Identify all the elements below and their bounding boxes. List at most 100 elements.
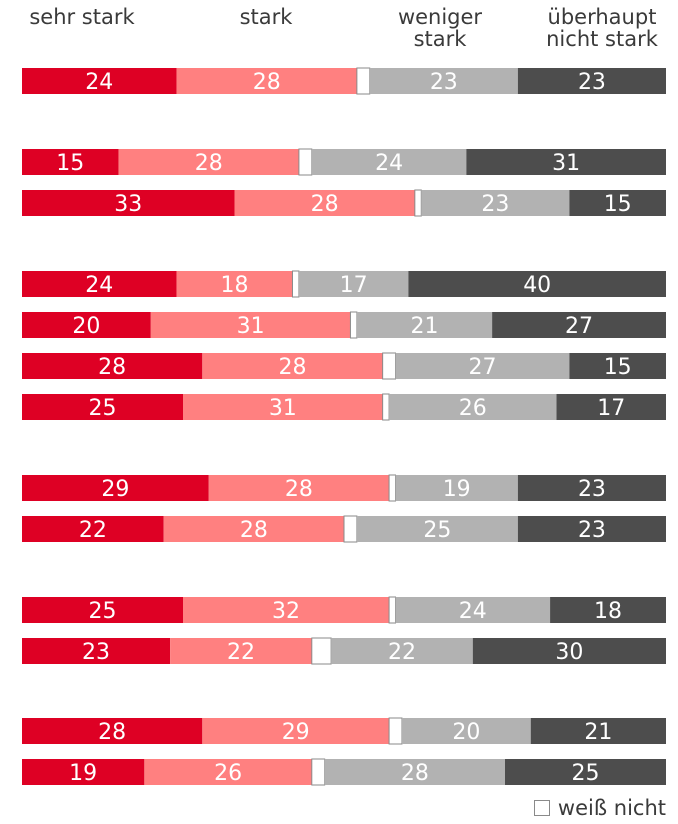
- header-line1: weniger: [397, 5, 483, 29]
- bar-segment: [530, 718, 666, 744]
- bar-segment: [311, 637, 332, 665]
- bar-segment: [298, 148, 313, 176]
- bar-segment: [395, 353, 570, 379]
- data-label: 28: [98, 355, 126, 380]
- bar-segment: [331, 638, 473, 664]
- data-label: 32: [272, 599, 300, 624]
- bar-segment: [388, 596, 397, 624]
- header-line2: sehr stark: [29, 5, 135, 29]
- bar-segment: [22, 190, 235, 216]
- bar-segment: [408, 271, 666, 297]
- data-label: 24: [85, 273, 113, 298]
- bar-segment: [208, 475, 390, 501]
- bar-segment: [22, 394, 183, 420]
- data-label: 15: [604, 355, 632, 380]
- data-label: 23: [430, 70, 458, 95]
- bar-segment: [395, 597, 551, 623]
- bar-segment: [22, 68, 177, 94]
- bar-segment: [550, 597, 666, 623]
- bar-segment: [22, 149, 119, 175]
- data-label: 19: [443, 477, 471, 502]
- data-label: 28: [98, 720, 126, 745]
- data-label: 28: [278, 355, 306, 380]
- bar-segment: [369, 68, 518, 94]
- bar-segment: [492, 312, 666, 338]
- data-label: 29: [101, 477, 129, 502]
- bar-segment: [22, 597, 183, 623]
- bar-segment: [414, 189, 422, 217]
- bar-row: 24 18 17 40: [22, 270, 666, 298]
- bar-segment: [324, 759, 505, 785]
- bar-segment: [388, 717, 403, 745]
- bar-row: 20 31 21 27: [22, 311, 666, 339]
- data-label: 23: [578, 70, 606, 95]
- bar-row: 28 28 27 15: [22, 352, 666, 380]
- bar-segment: [401, 718, 531, 744]
- bar-segment: [569, 190, 666, 216]
- bar-segment: [517, 68, 666, 94]
- data-label: 31: [552, 151, 580, 176]
- data-label: 31: [237, 314, 265, 339]
- data-label: 21: [411, 314, 439, 339]
- bar-segment: [382, 352, 397, 380]
- bar-row: 19 26 28 25: [22, 758, 666, 786]
- bar-segment: [505, 759, 666, 785]
- bar-segment: [202, 353, 383, 379]
- header-line2: stark: [239, 5, 293, 29]
- data-label: 31: [269, 396, 297, 421]
- bar-segment: [234, 190, 415, 216]
- bar-segment: [170, 638, 312, 664]
- legend-swatch-weiss-nicht: [533, 800, 550, 816]
- bar-segment: [356, 67, 371, 95]
- bar-segment: [382, 393, 390, 421]
- data-label: 28: [311, 192, 339, 217]
- data-label: 20: [72, 314, 100, 339]
- data-label: 25: [89, 599, 117, 624]
- bar-segment: [183, 597, 390, 623]
- data-label: 25: [423, 518, 451, 543]
- bar-row: 22 28 25 23: [22, 515, 666, 543]
- header-line1: überhaupt: [547, 5, 657, 29]
- data-label: 17: [597, 396, 625, 421]
- bar-segment: [517, 516, 666, 542]
- data-label: 25: [89, 396, 117, 421]
- data-label: 28: [401, 761, 429, 786]
- bar-segment: [291, 270, 300, 298]
- data-label: 22: [227, 640, 255, 665]
- bar-segment: [466, 149, 666, 175]
- bar-row: 25 32 24 18: [22, 596, 666, 624]
- bar-segment: [311, 758, 326, 786]
- bar-segment: [22, 516, 164, 542]
- data-label: 15: [56, 151, 84, 176]
- data-label: 21: [584, 720, 612, 745]
- data-label: 18: [594, 599, 622, 624]
- bar-segment: [349, 311, 358, 339]
- data-label: 24: [459, 599, 487, 624]
- bar-segment: [472, 638, 666, 664]
- data-label: 24: [85, 70, 113, 95]
- data-label: 30: [555, 640, 583, 665]
- data-label: 27: [565, 314, 593, 339]
- header-sehr-stark: sehr stark: [22, 6, 142, 28]
- data-label: 25: [572, 761, 600, 786]
- bar-segment: [569, 353, 666, 379]
- data-label: 28: [240, 518, 268, 543]
- data-label: 24: [375, 151, 403, 176]
- bar-segment: [22, 759, 145, 785]
- data-label: 23: [82, 640, 110, 665]
- data-label: 26: [214, 761, 242, 786]
- bar-segment: [176, 271, 293, 297]
- header-ueberhaupt-nicht-stark: überhaupt nicht stark: [532, 6, 672, 50]
- header-stark: stark: [226, 6, 306, 28]
- bar-row: 29 28 19 23: [22, 474, 666, 502]
- data-label: 19: [69, 761, 97, 786]
- data-label: 40: [523, 273, 551, 298]
- data-label: 26: [459, 396, 487, 421]
- data-label: 23: [578, 477, 606, 502]
- bar-row: 28 29 20 21: [22, 717, 666, 745]
- bar-segment: [202, 718, 390, 744]
- data-label: 28: [253, 70, 281, 95]
- data-label: 28: [195, 151, 223, 176]
- bar-segment: [22, 353, 203, 379]
